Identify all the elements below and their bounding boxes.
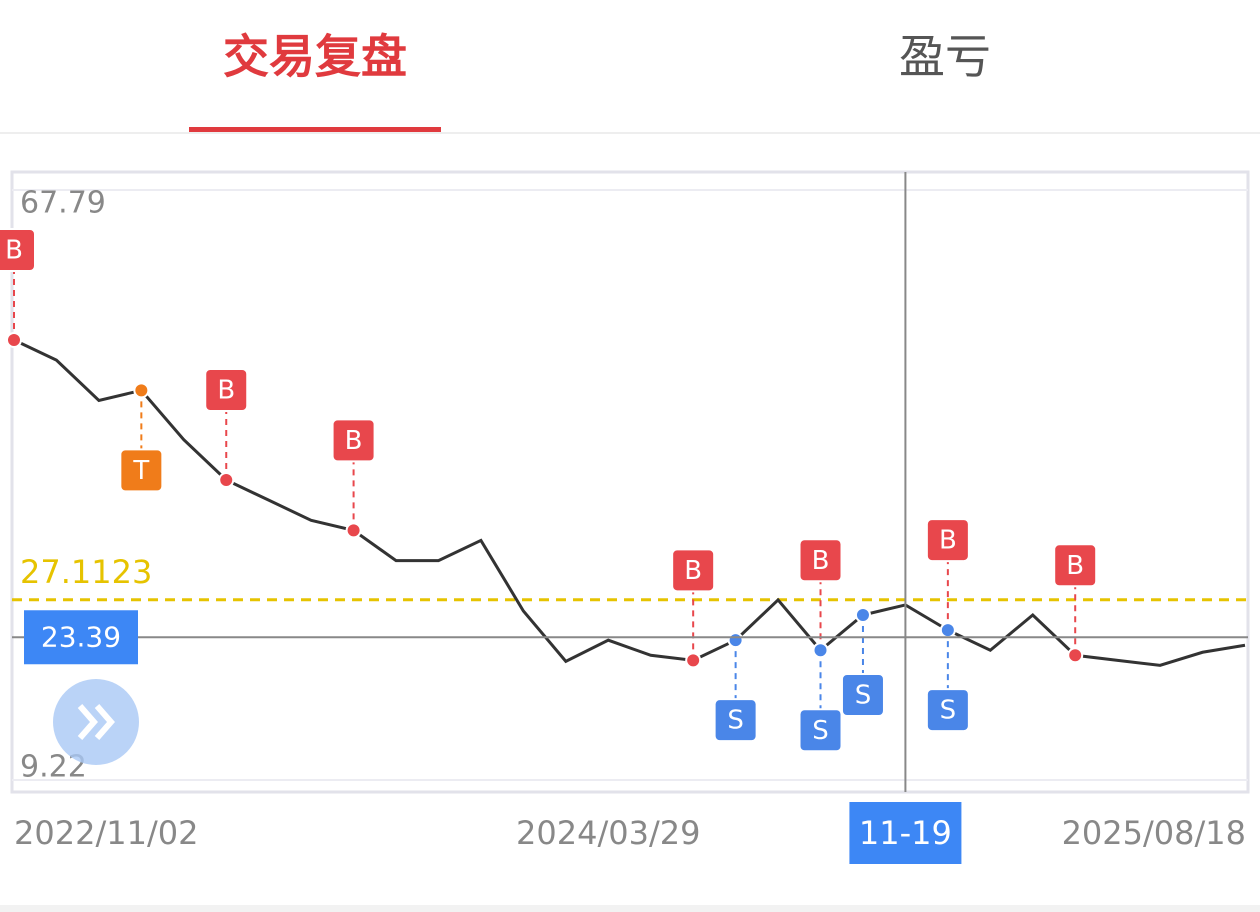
signal-flag: [1053, 543, 1098, 588]
tab-underline: [189, 127, 441, 132]
signal-label: S: [812, 716, 829, 746]
signal-flag: [798, 538, 843, 583]
signal-flag: [671, 548, 716, 593]
signal-label: S: [727, 706, 744, 736]
signal-label: B: [1066, 551, 1084, 581]
signal-label: B: [217, 376, 235, 406]
signal-flag: [119, 448, 164, 493]
signal-dot: [854, 606, 871, 623]
signal-label: S: [855, 680, 872, 710]
signal-flag: [713, 698, 758, 743]
tab-active[interactable]: 交易复盘: [223, 30, 407, 84]
x-tick-label: 2025/08/18: [1062, 814, 1246, 852]
signal-dot: [6, 331, 22, 348]
signal-flag: [798, 708, 843, 753]
signal-flag: [331, 418, 376, 463]
signal-flag: [925, 688, 970, 733]
signal-dot: [727, 632, 744, 649]
signal-flag: [925, 518, 970, 563]
crosshair-x-box: [849, 802, 962, 864]
signal-dot: [345, 522, 362, 539]
signal-dot: [133, 382, 150, 399]
price-line: [13, 338, 1246, 667]
crosshair-y-label: 23.39: [41, 620, 121, 653]
signal-dot: [812, 642, 829, 659]
signal-label: B: [939, 526, 957, 556]
signal-dot: [685, 652, 702, 669]
reference-label: 27.1123: [20, 553, 152, 591]
signal-flag: [204, 368, 249, 413]
signal-flag: [840, 672, 885, 717]
y-tick-label: 67.79: [20, 186, 106, 221]
signal-label: B: [812, 546, 830, 576]
signal-dot: [218, 472, 235, 489]
signal-label: T: [132, 456, 149, 486]
chart-frame: [10, 170, 1250, 794]
signal-label: B: [345, 426, 363, 456]
x-tick-label: 2024/03/29: [516, 814, 700, 852]
signal-dot: [939, 622, 956, 639]
signal-label: B: [684, 556, 702, 586]
footer: [0, 905, 1260, 912]
crosshair-y-box: [24, 610, 138, 665]
signal-dot: [1067, 647, 1084, 664]
signal-label: S: [940, 696, 957, 726]
expand-icon: [77, 704, 115, 740]
signal-flag: [0, 227, 36, 272]
separator: [0, 132, 1260, 134]
crosshair-x-label: 11-19: [859, 814, 952, 852]
signal-label: B: [5, 235, 23, 265]
x-tick-label: 2022/11/02: [14, 814, 198, 852]
tab[interactable]: 盈亏: [899, 30, 991, 84]
